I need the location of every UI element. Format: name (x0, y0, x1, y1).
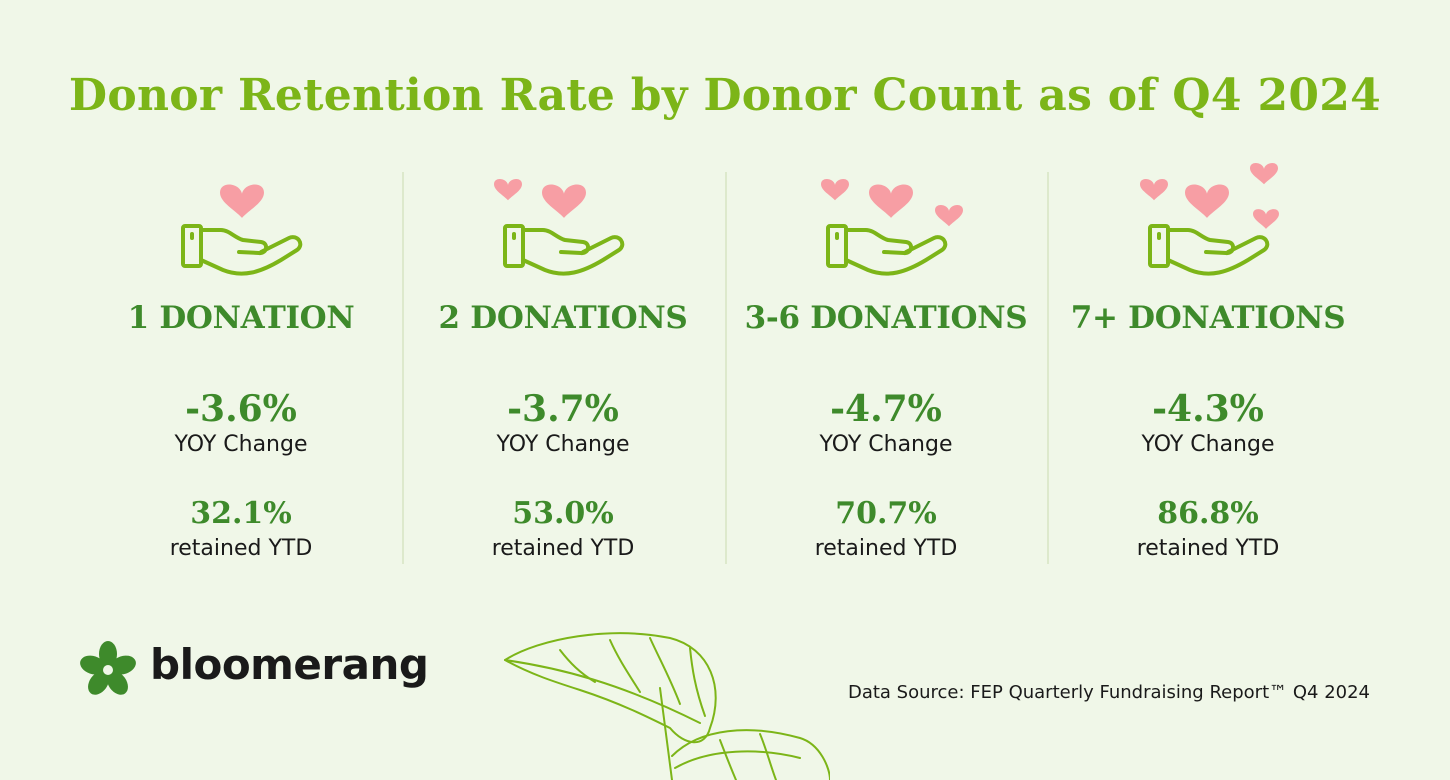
heart-icon (935, 205, 963, 227)
retained-caption: retained YTD (491, 536, 635, 561)
monstera-leaf-icon (504, 632, 830, 780)
hand-icon (181, 224, 303, 276)
column-heading: 3-6 DONATIONS (744, 300, 1028, 336)
brand-name: bloomerang (150, 640, 429, 689)
heart-icon (821, 179, 849, 201)
heart-icon (869, 184, 913, 218)
hand-icon (826, 224, 948, 276)
yoy-change-caption: YOY Change (819, 432, 953, 457)
column-divider (402, 172, 404, 564)
retained-value: 86.8% (1157, 496, 1259, 531)
heart-icon (1185, 184, 1229, 218)
hand-icon (503, 224, 625, 276)
heart-icon (1250, 163, 1278, 185)
hearts-icon (220, 184, 264, 218)
stat-column-2-donations: 2 DONATIONS -3.7% YOY Change 53.0% retai… (402, 160, 724, 580)
retained-value: 53.0% (512, 496, 614, 531)
stat-column-7-plus-donations: 7+ DONATIONS -4.3% YOY Change 86.8% reta… (1047, 160, 1369, 580)
bloomerang-flower-icon (80, 641, 136, 695)
yoy-change-value: -4.7% (830, 388, 942, 430)
yoy-change-caption: YOY Change (1141, 432, 1275, 457)
hand-icon (1148, 224, 1270, 276)
retained-value: 70.7% (835, 496, 937, 531)
stat-column-1-donation: 1 DONATION -3.6% YOY Change 32.1% retain… (80, 160, 402, 580)
retained-value: 32.1% (190, 496, 292, 531)
hand-hearts-icon (1140, 163, 1279, 276)
heart-icon (542, 184, 586, 218)
hearts-icon (1140, 163, 1279, 229)
retained-caption: retained YTD (1136, 536, 1280, 561)
retained-caption: retained YTD (814, 536, 958, 561)
yoy-change-caption: YOY Change (174, 432, 308, 457)
column-heading: 1 DONATION (127, 300, 355, 336)
yoy-change-caption: YOY Change (496, 432, 630, 457)
hand-hearts-icon (494, 179, 625, 276)
hearts-icon (494, 179, 586, 218)
yoy-change-value: -4.3% (1152, 388, 1264, 430)
retained-caption: retained YTD (169, 536, 313, 561)
heart-icon (494, 179, 522, 201)
hand-hearts-icon (821, 179, 963, 276)
hearts-icon (821, 179, 963, 227)
column-heading: 7+ DONATIONS (1070, 300, 1346, 336)
data-source-note: Data Source: FEP Quarterly Fundraising R… (847, 682, 1370, 703)
heart-icon (220, 184, 264, 218)
heart-icon (1140, 179, 1168, 201)
column-heading: 2 DONATIONS (438, 300, 688, 336)
yoy-change-value: -3.7% (507, 388, 619, 430)
column-divider (1047, 172, 1049, 564)
heart-icon (1253, 209, 1279, 229)
hand-heart-icon (181, 184, 303, 276)
column-divider (725, 172, 727, 564)
page-title: Donor Retention Rate by Donor Count as o… (68, 70, 1382, 121)
stat-column-3-6-donations: 3-6 DONATIONS -4.7% YOY Change 70.7% ret… (725, 160, 1047, 580)
yoy-change-value: -3.6% (185, 388, 297, 430)
